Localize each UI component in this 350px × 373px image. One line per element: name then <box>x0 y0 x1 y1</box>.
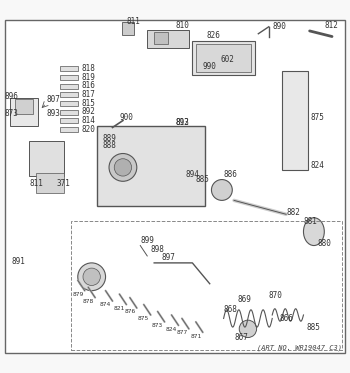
Text: 878: 878 <box>83 299 94 304</box>
Text: 871: 871 <box>190 333 202 339</box>
FancyBboxPatch shape <box>122 22 134 35</box>
Text: 879: 879 <box>72 292 83 297</box>
Bar <box>193 41 255 75</box>
Text: 810: 810 <box>175 21 189 29</box>
Text: 880: 880 <box>317 239 331 248</box>
Text: 886: 886 <box>224 170 238 179</box>
Text: 873: 873 <box>5 109 19 118</box>
Text: 820: 820 <box>81 125 95 134</box>
Text: 870: 870 <box>269 291 283 300</box>
Text: 868: 868 <box>224 305 238 314</box>
Text: 814: 814 <box>81 116 95 125</box>
Text: 816: 816 <box>81 81 95 90</box>
Text: 881: 881 <box>303 217 317 226</box>
Text: 900: 900 <box>119 113 133 122</box>
Text: 897: 897 <box>161 253 175 262</box>
Circle shape <box>78 263 106 291</box>
Text: (ART NO. WR19047 C3): (ART NO. WR19047 C3) <box>257 345 342 351</box>
Text: 990: 990 <box>203 62 217 71</box>
Circle shape <box>239 320 257 338</box>
Text: 812: 812 <box>324 21 338 29</box>
Bar <box>61 93 78 97</box>
Bar <box>61 84 78 88</box>
Text: 874: 874 <box>100 302 111 307</box>
Bar <box>61 66 78 71</box>
Text: 873: 873 <box>152 323 163 328</box>
Circle shape <box>211 179 232 200</box>
Text: 885: 885 <box>196 175 210 184</box>
Text: 890: 890 <box>272 22 286 31</box>
Text: 826: 826 <box>206 31 220 40</box>
Text: 819: 819 <box>81 73 95 82</box>
Text: 896: 896 <box>5 92 19 101</box>
Bar <box>196 44 251 72</box>
Circle shape <box>109 154 137 181</box>
Text: 882: 882 <box>286 208 300 217</box>
Text: 811: 811 <box>126 17 140 26</box>
Circle shape <box>114 159 132 176</box>
Text: 815: 815 <box>81 99 95 108</box>
Text: 807: 807 <box>47 95 61 104</box>
Circle shape <box>83 268 100 285</box>
Text: 892: 892 <box>81 107 95 116</box>
Text: 875: 875 <box>138 316 149 321</box>
Bar <box>61 127 78 132</box>
Bar <box>147 30 189 48</box>
Bar <box>61 75 78 80</box>
FancyBboxPatch shape <box>97 126 204 206</box>
Text: 885: 885 <box>307 323 321 332</box>
Text: 877: 877 <box>176 330 188 335</box>
Circle shape <box>112 139 120 147</box>
Text: 371: 371 <box>57 179 71 188</box>
Text: 893: 893 <box>47 109 61 118</box>
Text: 866: 866 <box>279 314 293 323</box>
Text: 888: 888 <box>102 141 116 150</box>
Text: 824: 824 <box>166 327 177 332</box>
FancyArrowPatch shape <box>310 31 332 37</box>
Bar <box>61 119 78 123</box>
FancyBboxPatch shape <box>282 71 308 170</box>
FancyBboxPatch shape <box>10 98 38 126</box>
Text: 891: 891 <box>12 257 26 266</box>
Text: 818: 818 <box>81 64 95 73</box>
Bar <box>29 141 64 176</box>
Text: 812: 812 <box>175 118 189 127</box>
Text: 893: 893 <box>175 118 189 127</box>
Text: 875: 875 <box>310 113 324 122</box>
Text: 824: 824 <box>310 161 324 170</box>
Ellipse shape <box>303 218 324 245</box>
Bar <box>71 221 342 350</box>
FancyBboxPatch shape <box>15 99 33 114</box>
Text: 894: 894 <box>186 170 199 179</box>
Text: 889: 889 <box>102 134 116 143</box>
Text: 821: 821 <box>114 306 125 311</box>
Text: 867: 867 <box>234 333 248 342</box>
Text: 817: 817 <box>81 90 95 99</box>
Text: 869: 869 <box>238 295 251 304</box>
Text: 898: 898 <box>151 244 164 254</box>
Text: 602: 602 <box>220 55 234 64</box>
Bar <box>36 173 64 194</box>
Bar <box>61 101 78 106</box>
Text: 811: 811 <box>29 179 43 188</box>
Text: 876: 876 <box>124 309 135 314</box>
Bar <box>61 110 78 115</box>
Bar <box>154 32 168 44</box>
Text: 899: 899 <box>140 236 154 245</box>
